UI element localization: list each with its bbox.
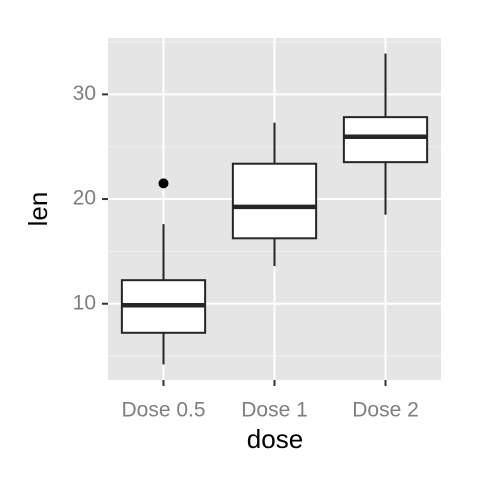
y-axis-title: len — [23, 192, 53, 227]
outlier — [158, 178, 169, 189]
box — [342, 116, 429, 164]
x-tick-label: Dose 2 — [352, 399, 419, 422]
x-tick-label: Dose 1 — [241, 399, 308, 422]
box — [231, 162, 318, 240]
y-tick-label: 30 — [73, 82, 96, 105]
y-tick-label: 20 — [73, 187, 96, 210]
y-tick-label: 10 — [73, 291, 96, 314]
x-tick-label: Dose 0.5 — [121, 399, 205, 422]
x-axis-title: dose — [247, 424, 303, 454]
